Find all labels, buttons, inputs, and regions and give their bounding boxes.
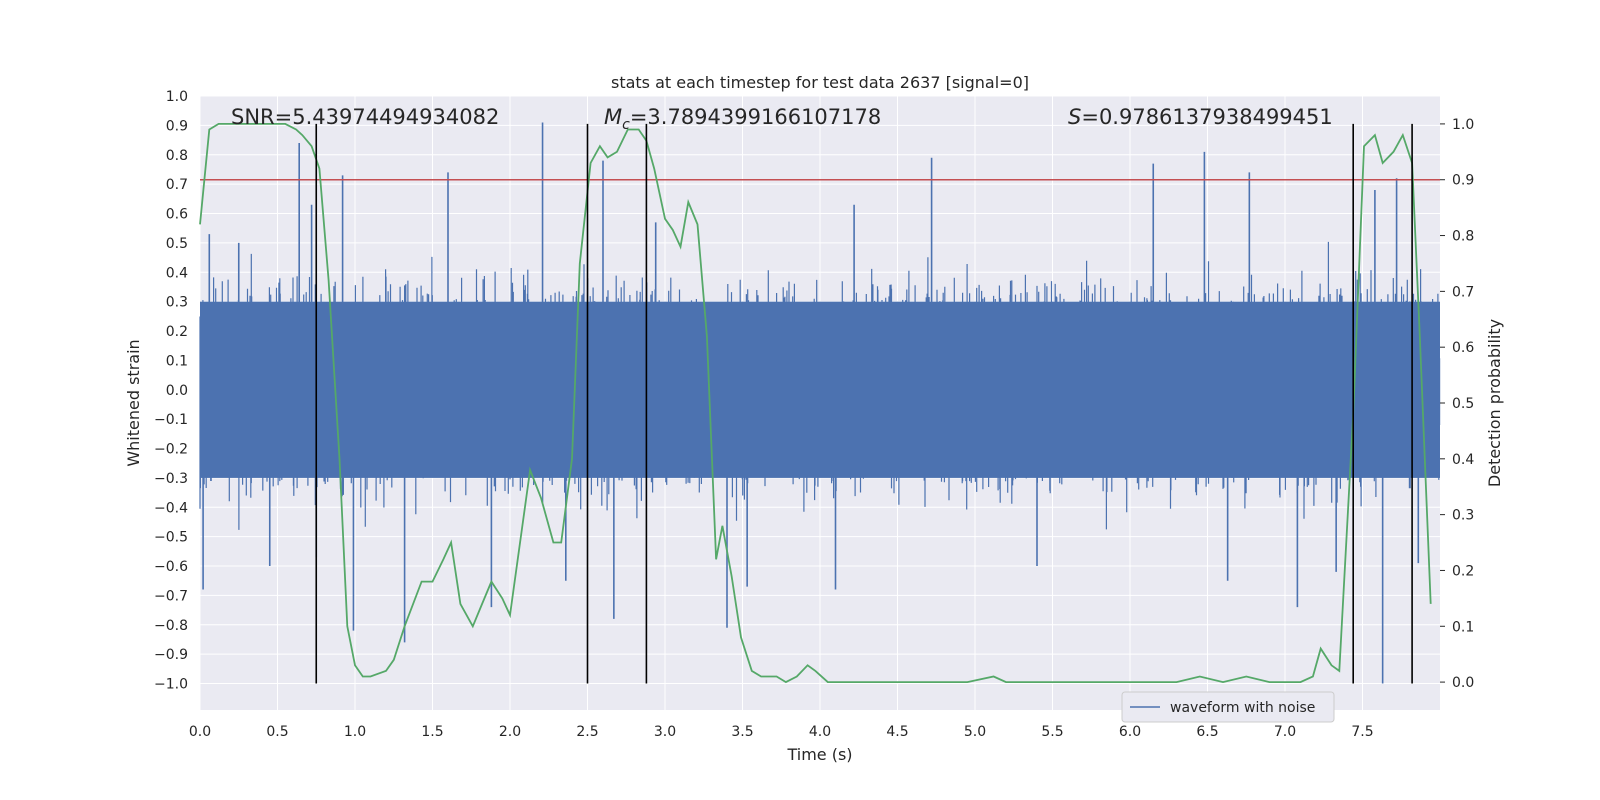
chart-title: stats at each timestep for test data 263… xyxy=(611,73,1029,92)
y-axis-label: Whitened strain xyxy=(124,339,143,466)
y-tick-label: −0.4 xyxy=(154,500,188,516)
y-tick-label: −0.2 xyxy=(154,442,188,458)
x-tick-label: 2.0 xyxy=(499,724,521,740)
y-tick-label: −0.3 xyxy=(154,471,188,487)
y-tick-label: 0.9 xyxy=(166,118,188,134)
x-tick-label: 4.5 xyxy=(886,724,908,740)
y-tick-label: −1.0 xyxy=(154,677,188,693)
y2-tick-label: 0.1 xyxy=(1452,619,1474,635)
waveform-series xyxy=(199,122,1441,684)
y-tick-label: −0.9 xyxy=(154,647,188,663)
y2-tick-label: 0.3 xyxy=(1452,508,1474,524)
y-tick-label: −0.7 xyxy=(154,588,188,604)
y-tick-label: −0.8 xyxy=(154,618,188,634)
x-tick-label: 3.5 xyxy=(731,724,753,740)
probability-line xyxy=(199,123,1432,684)
legend-box xyxy=(1121,691,1335,723)
s-annotation: S=0.9786137938499451 xyxy=(1068,105,1333,129)
y2-tick-label: 0.7 xyxy=(1452,284,1474,300)
mc-value: =3.7894399166107178 xyxy=(630,105,881,129)
x-tick-label: 6.0 xyxy=(1119,724,1141,740)
x-tick-label: 2.5 xyxy=(576,724,598,740)
y-tick-label: 0.5 xyxy=(166,236,188,252)
y-tick-label: 0.3 xyxy=(166,295,188,311)
tick-labels: 0.0 0.5 1.0 1.5 2.0 2.5 3.0 3.5 4.0 4.5 5.0 5.5 6.0 6… xyxy=(154,89,1474,740)
y2-tick-label: 1.0 xyxy=(1452,117,1474,133)
x-tick-label: 1.5 xyxy=(421,724,443,740)
y-tick-label: 0.8 xyxy=(166,148,188,164)
x-tick-label: 3.0 xyxy=(654,724,676,740)
x-tick-label: 5.5 xyxy=(1041,724,1063,740)
y2-tick-label: 0.4 xyxy=(1452,452,1474,468)
legend-label: waveform with noise xyxy=(1170,700,1315,716)
x-axis-label: Time (s) xyxy=(786,745,852,764)
x-tick-label: 0.0 xyxy=(189,724,211,740)
y-tick-label: 0.2 xyxy=(166,324,188,340)
probability-series xyxy=(199,123,1432,684)
y2-axis-label: Detection probability xyxy=(1485,319,1504,487)
y-tick-label: 0.0 xyxy=(166,383,188,399)
y2-tick-label: 0.2 xyxy=(1452,563,1474,579)
mc-symbol: M xyxy=(604,105,622,129)
s-symbol: S xyxy=(1068,105,1081,129)
y-tick-label: 0.7 xyxy=(166,177,188,193)
x-tick-label: 5.0 xyxy=(964,724,986,740)
snr-annotation: SNR=5.43974494934082 xyxy=(231,105,499,129)
vertical-lines xyxy=(315,123,1413,684)
s-value: =0.9786137938499451 xyxy=(1081,105,1332,129)
y2-tick-label: 0.0 xyxy=(1452,675,1474,691)
y-tick-label: 1.0 xyxy=(166,89,188,105)
waveform-core xyxy=(200,301,1440,478)
legend: waveform with noise xyxy=(1121,691,1335,723)
y-tick-label: 0.6 xyxy=(166,207,188,223)
y-tick-label: 0.4 xyxy=(166,265,188,281)
x-tick-label: 7.5 xyxy=(1351,724,1373,740)
x-tick-label: 1.0 xyxy=(344,724,366,740)
y2-tick-label: 0.5 xyxy=(1452,396,1474,412)
y2-tick-label: 0.8 xyxy=(1452,229,1474,245)
y2-tick-label: 0.6 xyxy=(1452,340,1474,356)
y-tick-label: −0.6 xyxy=(154,559,188,575)
y-tick-label: −0.5 xyxy=(154,530,188,546)
y2-tick-label: 0.9 xyxy=(1452,173,1474,189)
x-tick-label: 7.0 xyxy=(1274,724,1296,740)
y-tick-label: 0.1 xyxy=(166,353,188,369)
mc-annotation: Mc=3.7894399166107178 xyxy=(604,105,881,133)
y-tick-label: −0.1 xyxy=(154,412,188,428)
x-tick-label: 0.5 xyxy=(266,724,288,740)
x-tick-label: 6.5 xyxy=(1196,724,1218,740)
x-tick-label: 4.0 xyxy=(809,724,831,740)
mc-subscript: c xyxy=(622,117,630,133)
